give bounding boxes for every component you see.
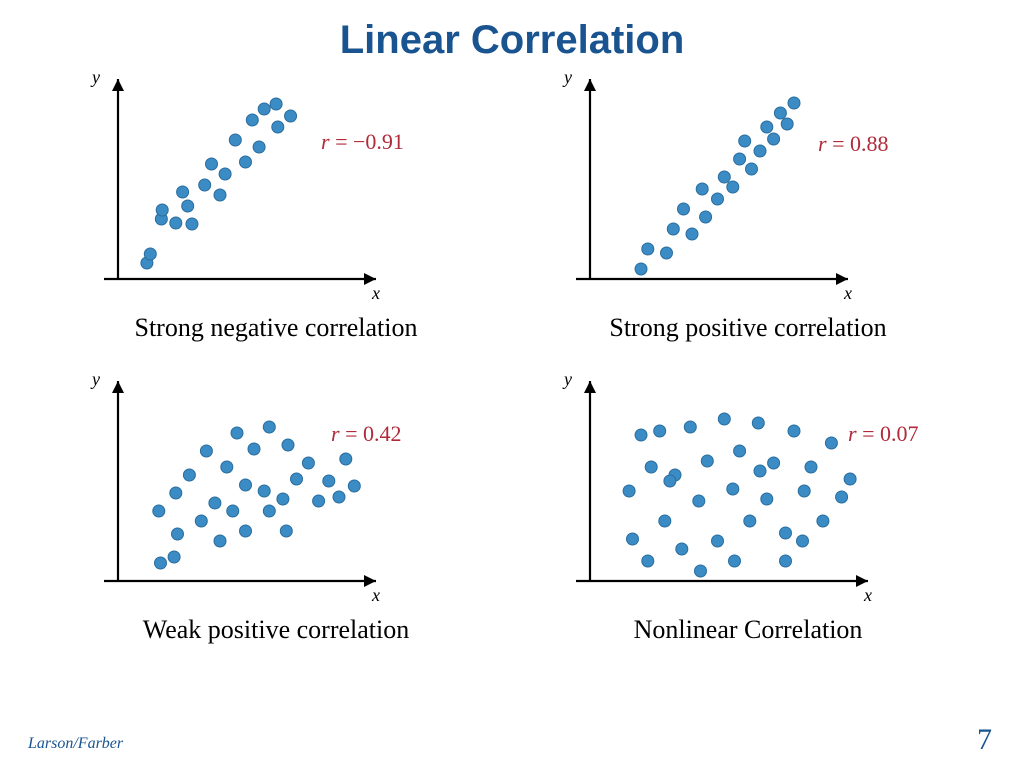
panel-caption: Strong positive correlation bbox=[609, 313, 886, 343]
footer-credit: Larson/Farber bbox=[28, 735, 123, 753]
svg-text:y: y bbox=[90, 371, 100, 389]
svg-text:x: x bbox=[843, 283, 852, 303]
plot-weak-positive: yx r = 0.42 bbox=[76, 371, 476, 611]
page-title: Linear Correlation bbox=[0, 0, 1024, 69]
svg-text:y: y bbox=[562, 371, 572, 389]
panel-strong-negative: yx r = −0.91 Strong negative correlation bbox=[60, 69, 492, 343]
panel-weak-positive: yx r = 0.42 Weak positive correlation bbox=[60, 371, 492, 645]
scatter-plot: yx bbox=[548, 371, 948, 611]
panel-caption: Strong negative correlation bbox=[134, 313, 417, 343]
panel-strong-positive: yx r = 0.88 Strong positive correlation bbox=[532, 69, 964, 343]
r-value-label: r = 0.07 bbox=[848, 421, 918, 447]
r-value-label: r = 0.42 bbox=[331, 421, 401, 447]
scatter-plot: yx bbox=[548, 69, 948, 309]
panel-caption: Weak positive correlation bbox=[143, 615, 409, 645]
svg-text:x: x bbox=[371, 283, 380, 303]
scatter-plot: yx bbox=[76, 69, 476, 309]
svg-text:x: x bbox=[863, 585, 872, 605]
panel-grid: yx r = −0.91 Strong negative correlation… bbox=[0, 69, 1024, 645]
svg-text:x: x bbox=[371, 585, 380, 605]
scatter-plot: yx bbox=[76, 371, 476, 611]
r-value-label: r = −0.91 bbox=[321, 129, 404, 155]
panel-caption: Nonlinear Correlation bbox=[634, 615, 863, 645]
r-value-label: r = 0.88 bbox=[818, 131, 888, 157]
page-number: 7 bbox=[977, 723, 992, 757]
svg-text:y: y bbox=[90, 69, 100, 87]
plot-nonlinear: yx r = 0.07 bbox=[548, 371, 948, 611]
plot-strong-positive: yx r = 0.88 bbox=[548, 69, 948, 309]
plot-strong-negative: yx r = −0.91 bbox=[76, 69, 476, 309]
svg-text:y: y bbox=[562, 69, 572, 87]
panel-nonlinear: yx r = 0.07 Nonlinear Correlation bbox=[532, 371, 964, 645]
